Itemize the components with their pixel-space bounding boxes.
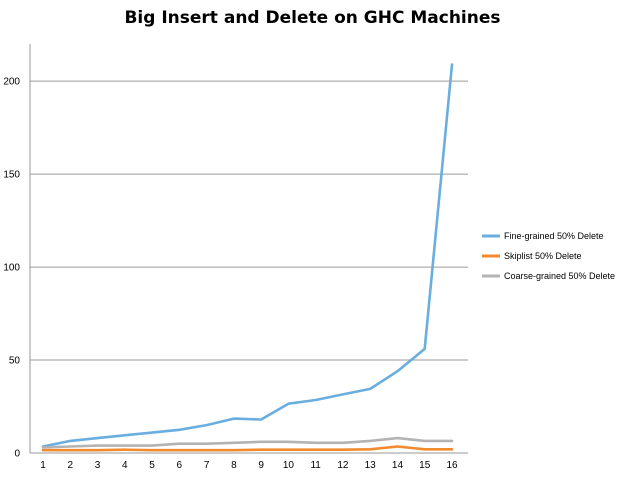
x-tick-label-4: 4 [122, 460, 128, 471]
x-tick-label-12: 12 [337, 460, 349, 471]
x-tick-label-1: 1 [40, 460, 46, 471]
x-tick-label-14: 14 [392, 460, 404, 471]
x-tick-label-3: 3 [95, 460, 101, 471]
x-tick-label-11: 11 [310, 460, 321, 471]
x-tick-label-13: 13 [365, 460, 377, 471]
legend-label-2: Skiplist 50% Delete [504, 251, 582, 261]
y-tick-label-100: 100 [3, 263, 20, 274]
x-tick-label-6: 6 [177, 460, 183, 471]
x-tick-label-8: 8 [231, 460, 237, 471]
x-tick-label-7: 7 [204, 460, 210, 471]
x-tick-label-16: 16 [446, 460, 458, 471]
x-tick-label-10: 10 [283, 460, 295, 471]
legend: Fine-grained 50% Delete Skiplist 50% Dele… [482, 231, 615, 281]
y-tick-label-150: 150 [3, 170, 20, 181]
series-lines [41, 63, 454, 452]
series-line-3 [41, 436, 454, 449]
series-line-2 [41, 445, 454, 452]
x-tick-label-9: 9 [258, 460, 264, 471]
series-line-1 [41, 63, 454, 448]
y-tick-label-50: 50 [9, 356, 21, 367]
legend-label-3: Coarse-grained 50% Delete [504, 271, 615, 281]
legend-label-1: Fine-grained 50% Delete [504, 231, 604, 241]
gridlines [30, 80, 468, 361]
x-tick-label-15: 15 [419, 460, 431, 471]
x-tick-label-2: 2 [67, 460, 73, 471]
y-tick-label-0: 0 [14, 449, 20, 460]
x-tick-label-5: 5 [149, 460, 155, 471]
y-tick-label-200: 200 [3, 77, 20, 88]
chart-title: Big Insert and Delete on GHC Machines [124, 8, 501, 28]
